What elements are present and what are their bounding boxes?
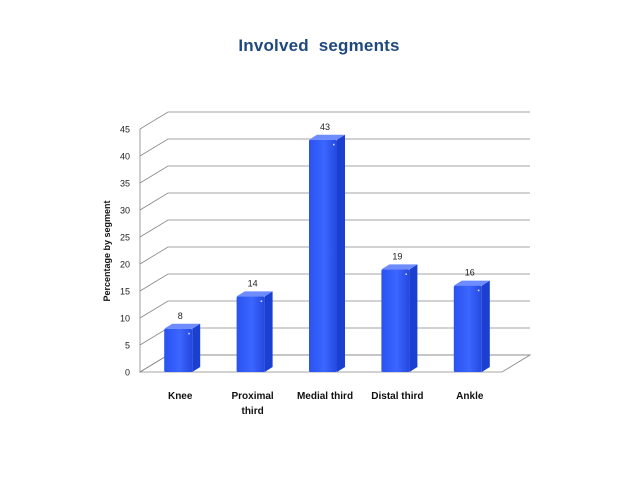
chart-title: Involved segments (238, 36, 400, 55)
bar (164, 323, 201, 372)
y-tick-label: 0 (125, 368, 130, 378)
y-tick-label: 45 (120, 125, 130, 135)
gridline (139, 111, 530, 130)
data-label: 19 (392, 251, 402, 261)
y-tick-label: 40 (120, 152, 130, 162)
gridline (139, 138, 530, 157)
x-tick-label: Ankle (456, 391, 484, 402)
y-tick-label: 25 (120, 233, 130, 243)
bar (381, 264, 418, 372)
y-tick-label: 35 (120, 179, 130, 189)
bar (309, 134, 345, 372)
x-tick-label: Medial third (297, 391, 353, 402)
x-axis-floor (138, 354, 532, 373)
chart-bars (164, 134, 490, 372)
gridline (139, 165, 530, 184)
gridline (139, 192, 530, 211)
data-label: 14 (248, 278, 258, 288)
chart-axes (138, 129, 532, 373)
chart-labels: 0 5 10 15 20 25 30 35 40 45 Percentage by segment 8… (102, 122, 484, 417)
y-tick-label: 5 (125, 341, 130, 351)
x-tick-label: third (241, 406, 263, 417)
data-label: 16 (465, 268, 475, 278)
x-tick-label: Proximal (231, 391, 273, 402)
data-label: 8 (178, 311, 183, 321)
y-tick-label: 10 (120, 314, 130, 324)
y-tick-label: 30 (120, 206, 130, 216)
bar (236, 291, 273, 372)
y-tick-label: 15 (120, 287, 130, 297)
gridline (139, 219, 530, 238)
y-axis-title: Percentage by segment (102, 200, 112, 301)
x-tick-label: Knee (168, 391, 193, 402)
y-tick-label: 20 (120, 260, 130, 270)
gridline (139, 246, 530, 265)
bar (453, 280, 490, 372)
data-label: 43 (320, 122, 330, 132)
x-tick-label: Distal third (371, 391, 423, 402)
